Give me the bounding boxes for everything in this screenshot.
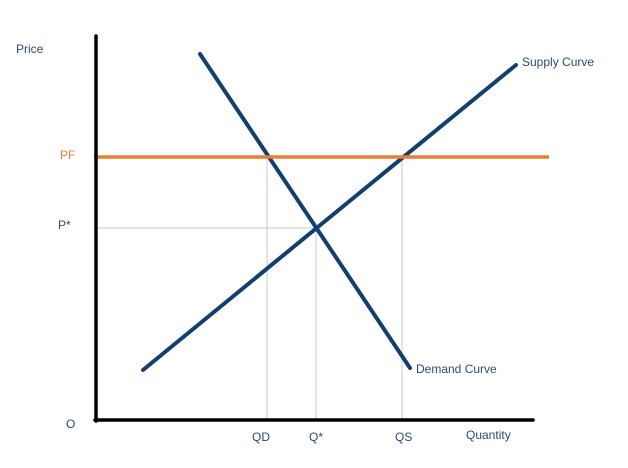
demand-curve bbox=[198, 52, 412, 370]
y-axis-label: Price bbox=[16, 42, 44, 56]
qs-label: QS bbox=[395, 430, 413, 444]
origin-label: O bbox=[66, 417, 76, 431]
q-star-label: Q* bbox=[309, 430, 324, 444]
supply-curve-label: Supply Curve bbox=[522, 55, 595, 69]
x-axis-label: Quantity bbox=[466, 428, 511, 442]
qd-label: QD bbox=[252, 430, 270, 444]
equilibrium-price-label: P* bbox=[58, 218, 71, 232]
demand-curve-label: Demand Curve bbox=[416, 362, 497, 376]
price-floor-label: PF bbox=[60, 148, 76, 162]
supply-curve bbox=[141, 63, 518, 372]
